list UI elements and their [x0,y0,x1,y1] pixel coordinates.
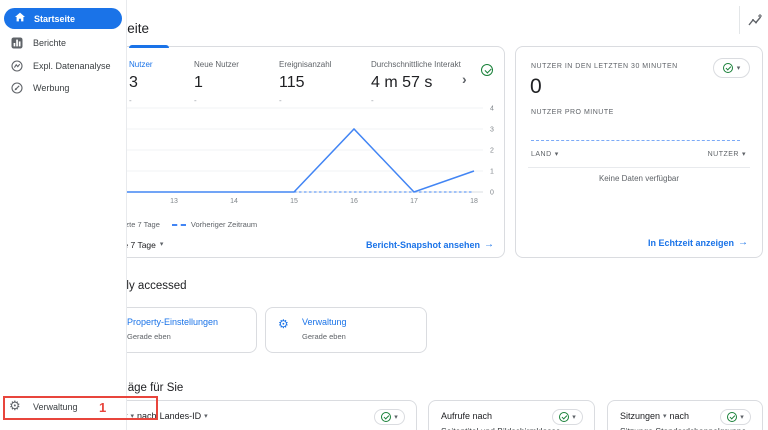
svg-text:0: 0 [490,190,494,197]
users-per-minute-sparkline [531,140,740,141]
realtime-table-header: LAND ▾ NUTZER ▾ [531,151,746,158]
check-circle-icon [559,412,570,422]
svg-text:14: 14 [230,198,238,205]
check-circle-icon [727,412,738,422]
next-metrics-chevron-icon[interactable]: › [462,71,467,87]
realtime-table-divider [528,167,750,168]
sidebar-item-verwaltung[interactable]: ⚙ Verwaltung [9,398,78,413]
metric-ereignisanzahl[interactable]: Ereignisanzahl 115 - [279,60,332,105]
metric-nutzer[interactable]: Nutzer 3 - [129,60,153,105]
date-range-selector[interactable]: Letzte 7 Tage ▾ [105,239,164,250]
recent-card-text: Verwaltung Gerade eben [302,317,347,341]
suggestion-title: Aufrufe nach [441,411,493,421]
chevron-down-icon: ▾ [554,151,559,158]
annotation-box [3,396,158,420]
svg-text:15: 15 [290,198,298,205]
conjunction-text: nach [137,411,157,421]
header-divider [739,6,740,34]
svg-text:16: 16 [350,198,358,205]
users-column-header[interactable]: NUTZER ▾ [707,151,746,158]
insights-icon [747,13,763,34]
recent-card-verwaltung[interactable]: ⚙ Verwaltung Gerade eben [265,307,427,353]
recent-card-text: Property-Einstellungen Gerade eben [127,317,219,341]
legend-dashed-line-swatch [171,223,186,226]
check-circle-icon [481,64,493,76]
sidebar-item-startseite[interactable]: Startseite [4,8,122,29]
svg-text:1: 1 [490,169,494,176]
svg-text:4: 4 [490,106,494,113]
suggestion-title: Sitzungen ▾ nach [620,411,689,421]
overview-footer: Letzte 7 Tage ▾ Bericht-Snapshot ansehen… [105,239,494,250]
conjunction-text: nach [669,411,690,421]
realtime-card: NUTZER IN DEN LETZTEN 30 MINUTEN ▾ 0 NUT… [515,46,763,258]
card-options-button[interactable]: ▾ [552,409,583,425]
realtime-user-count: 0 [530,75,542,98]
check-circle-icon [722,63,733,73]
suggestion-card-views-by-page-title[interactable]: Aufrufe nach Seitentitel und Bildschirmk… [428,400,595,430]
realtime-subtitle: NUTZER PRO MINUTE [531,109,614,116]
data-quality-check-icon[interactable] [481,63,493,81]
annotation-label: 1 [99,400,107,415]
card-options-button[interactable]: ▾ [720,409,751,425]
home-icon [14,10,26,28]
arrow-right-icon: → [738,237,748,248]
chevron-down-icon: ▾ [741,151,746,158]
svg-text:18: 18 [470,198,478,205]
overview-card: Nutzer 3 - Neue Nutzer 1 - Ereignisanzah… [90,45,505,258]
explore-icon [11,60,23,72]
sidebar-item-expl-datenanalyse[interactable]: Expl. Datenanalyse [0,58,127,74]
chevron-down-icon: ▾ [736,64,741,72]
view-realtime-link[interactable]: In Echtzeit anzeigen → [647,237,748,248]
suggestion-dimension-dropdown[interactable]: Seitentitel und Bildschirmklasse [441,426,561,430]
metric-dropdown[interactable]: Landes-ID [159,411,202,421]
card-options-button[interactable]: ▾ [374,409,405,425]
reports-icon [11,37,23,49]
chevron-down-icon: ▾ [159,241,164,248]
metric-neue-nutzer[interactable]: Neue Nutzer 1 - [194,60,239,105]
suggestion-dimension-dropdown[interactable]: Sitzungs-Standardchannelgruppe [620,426,746,430]
country-column-header[interactable]: LAND ▾ [531,151,559,158]
realtime-title: NUTZER IN DEN LETZTEN 30 MINUTEN [531,63,678,70]
svg-text:3: 3 [490,127,494,134]
chevron-down-icon: ▾ [394,413,398,421]
insights-button[interactable] [745,13,765,33]
report-snapshot-link[interactable]: Bericht-Snapshot ansehen → [365,239,494,250]
chevron-down-icon: ▾ [204,412,208,420]
metrics-row: Nutzer 3 - Neue Nutzer 1 - Ereignisanzah… [129,60,469,105]
svg-text:2: 2 [490,148,494,155]
metric-interaktionsdauer[interactable]: Durchschnittliche Interakt 4 m 57 s - [371,60,461,105]
gear-icon: ⚙ [9,398,21,413]
advertising-icon [11,82,23,94]
chevron-down-icon: ▾ [740,413,744,421]
no-data-message: Keine Daten verfügbar [598,174,680,183]
nav-drawer: Startseite Berichte Expl. Datenanalyse W… [0,0,127,430]
active-metric-tab-indicator [129,45,169,48]
legend-previous-label: Vorheriger Zeitraum [190,220,258,229]
check-circle-icon [381,412,392,422]
chevron-down-icon: ▾ [663,412,667,420]
arrow-right-icon: → [484,239,494,250]
chevron-down-icon: ▾ [130,412,135,420]
overview-chart: 0123412131415161718 [91,106,494,205]
sidebar-item-werbung[interactable]: Werbung [0,80,127,96]
suggestion-card-sessions-by-channel[interactable]: Sitzungen ▾ nach Sitzungs-Standardchanne… [607,400,763,430]
metric-dropdown[interactable]: Sitzungen [620,411,661,421]
chevron-down-icon: ▾ [572,413,576,421]
svg-text:17: 17 [410,198,418,205]
gear-icon: ⚙ [278,317,289,331]
legend-current-label: Letzte 7 Tage [115,220,160,229]
sidebar-item-berichte[interactable]: Berichte [0,35,127,51]
realtime-options-button[interactable]: ▾ [713,58,750,78]
svg-text:13: 13 [170,198,178,205]
